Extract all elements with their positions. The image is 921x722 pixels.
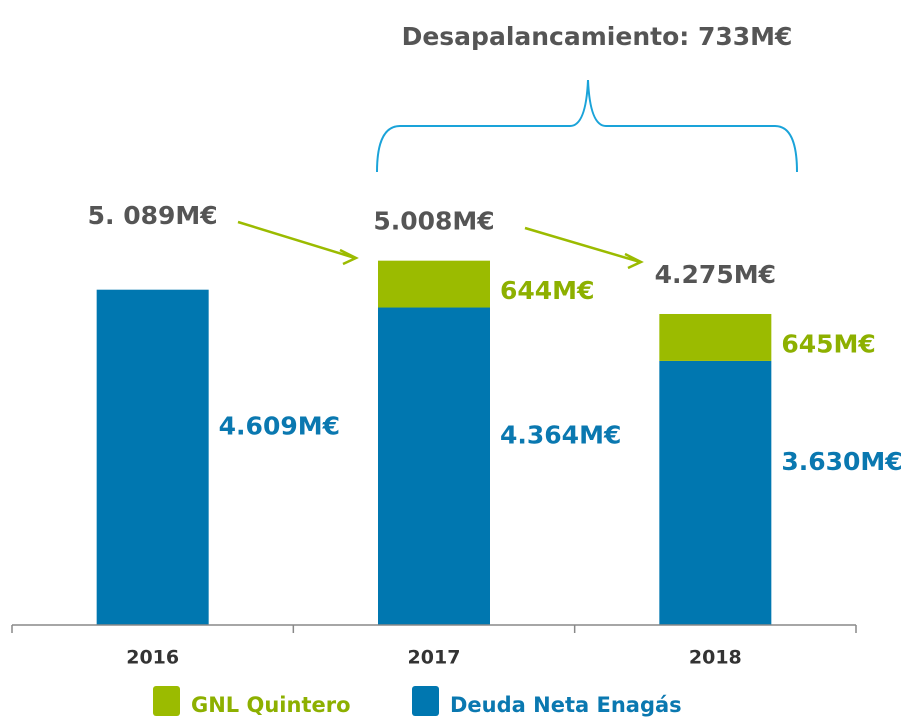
value-label: 645M€ — [781, 329, 875, 358]
x-tick-label: 2018 — [689, 647, 742, 669]
annotation: Desapalancamiento: 733M€ — [402, 22, 793, 51]
value-label: 4.364M€ — [500, 420, 621, 449]
legend-label: Deuda Neta Enagás — [450, 693, 682, 717]
bar-segment — [378, 307, 490, 625]
x-tick-label: 2017 — [408, 647, 461, 669]
bar-segment — [659, 313, 772, 361]
total-label: 5. 089M€ — [88, 201, 218, 230]
bar-segment — [96, 289, 209, 625]
legend-swatch — [412, 686, 439, 716]
value-label: 644M€ — [500, 276, 594, 305]
arrows — [237, 220, 644, 270]
x-tick-label: 2016 — [126, 647, 179, 669]
brace — [376, 79, 798, 173]
bar-segment — [659, 360, 772, 625]
total-label: 5.008M€ — [373, 207, 494, 236]
bar-segment — [378, 260, 490, 308]
legend-swatch — [153, 686, 180, 716]
value-label: 3.630M€ — [781, 447, 902, 476]
total-label: 4.275M€ — [655, 260, 776, 289]
legend-label: GNL Quintero — [191, 693, 351, 717]
value-label: 4.609M€ — [219, 411, 340, 440]
